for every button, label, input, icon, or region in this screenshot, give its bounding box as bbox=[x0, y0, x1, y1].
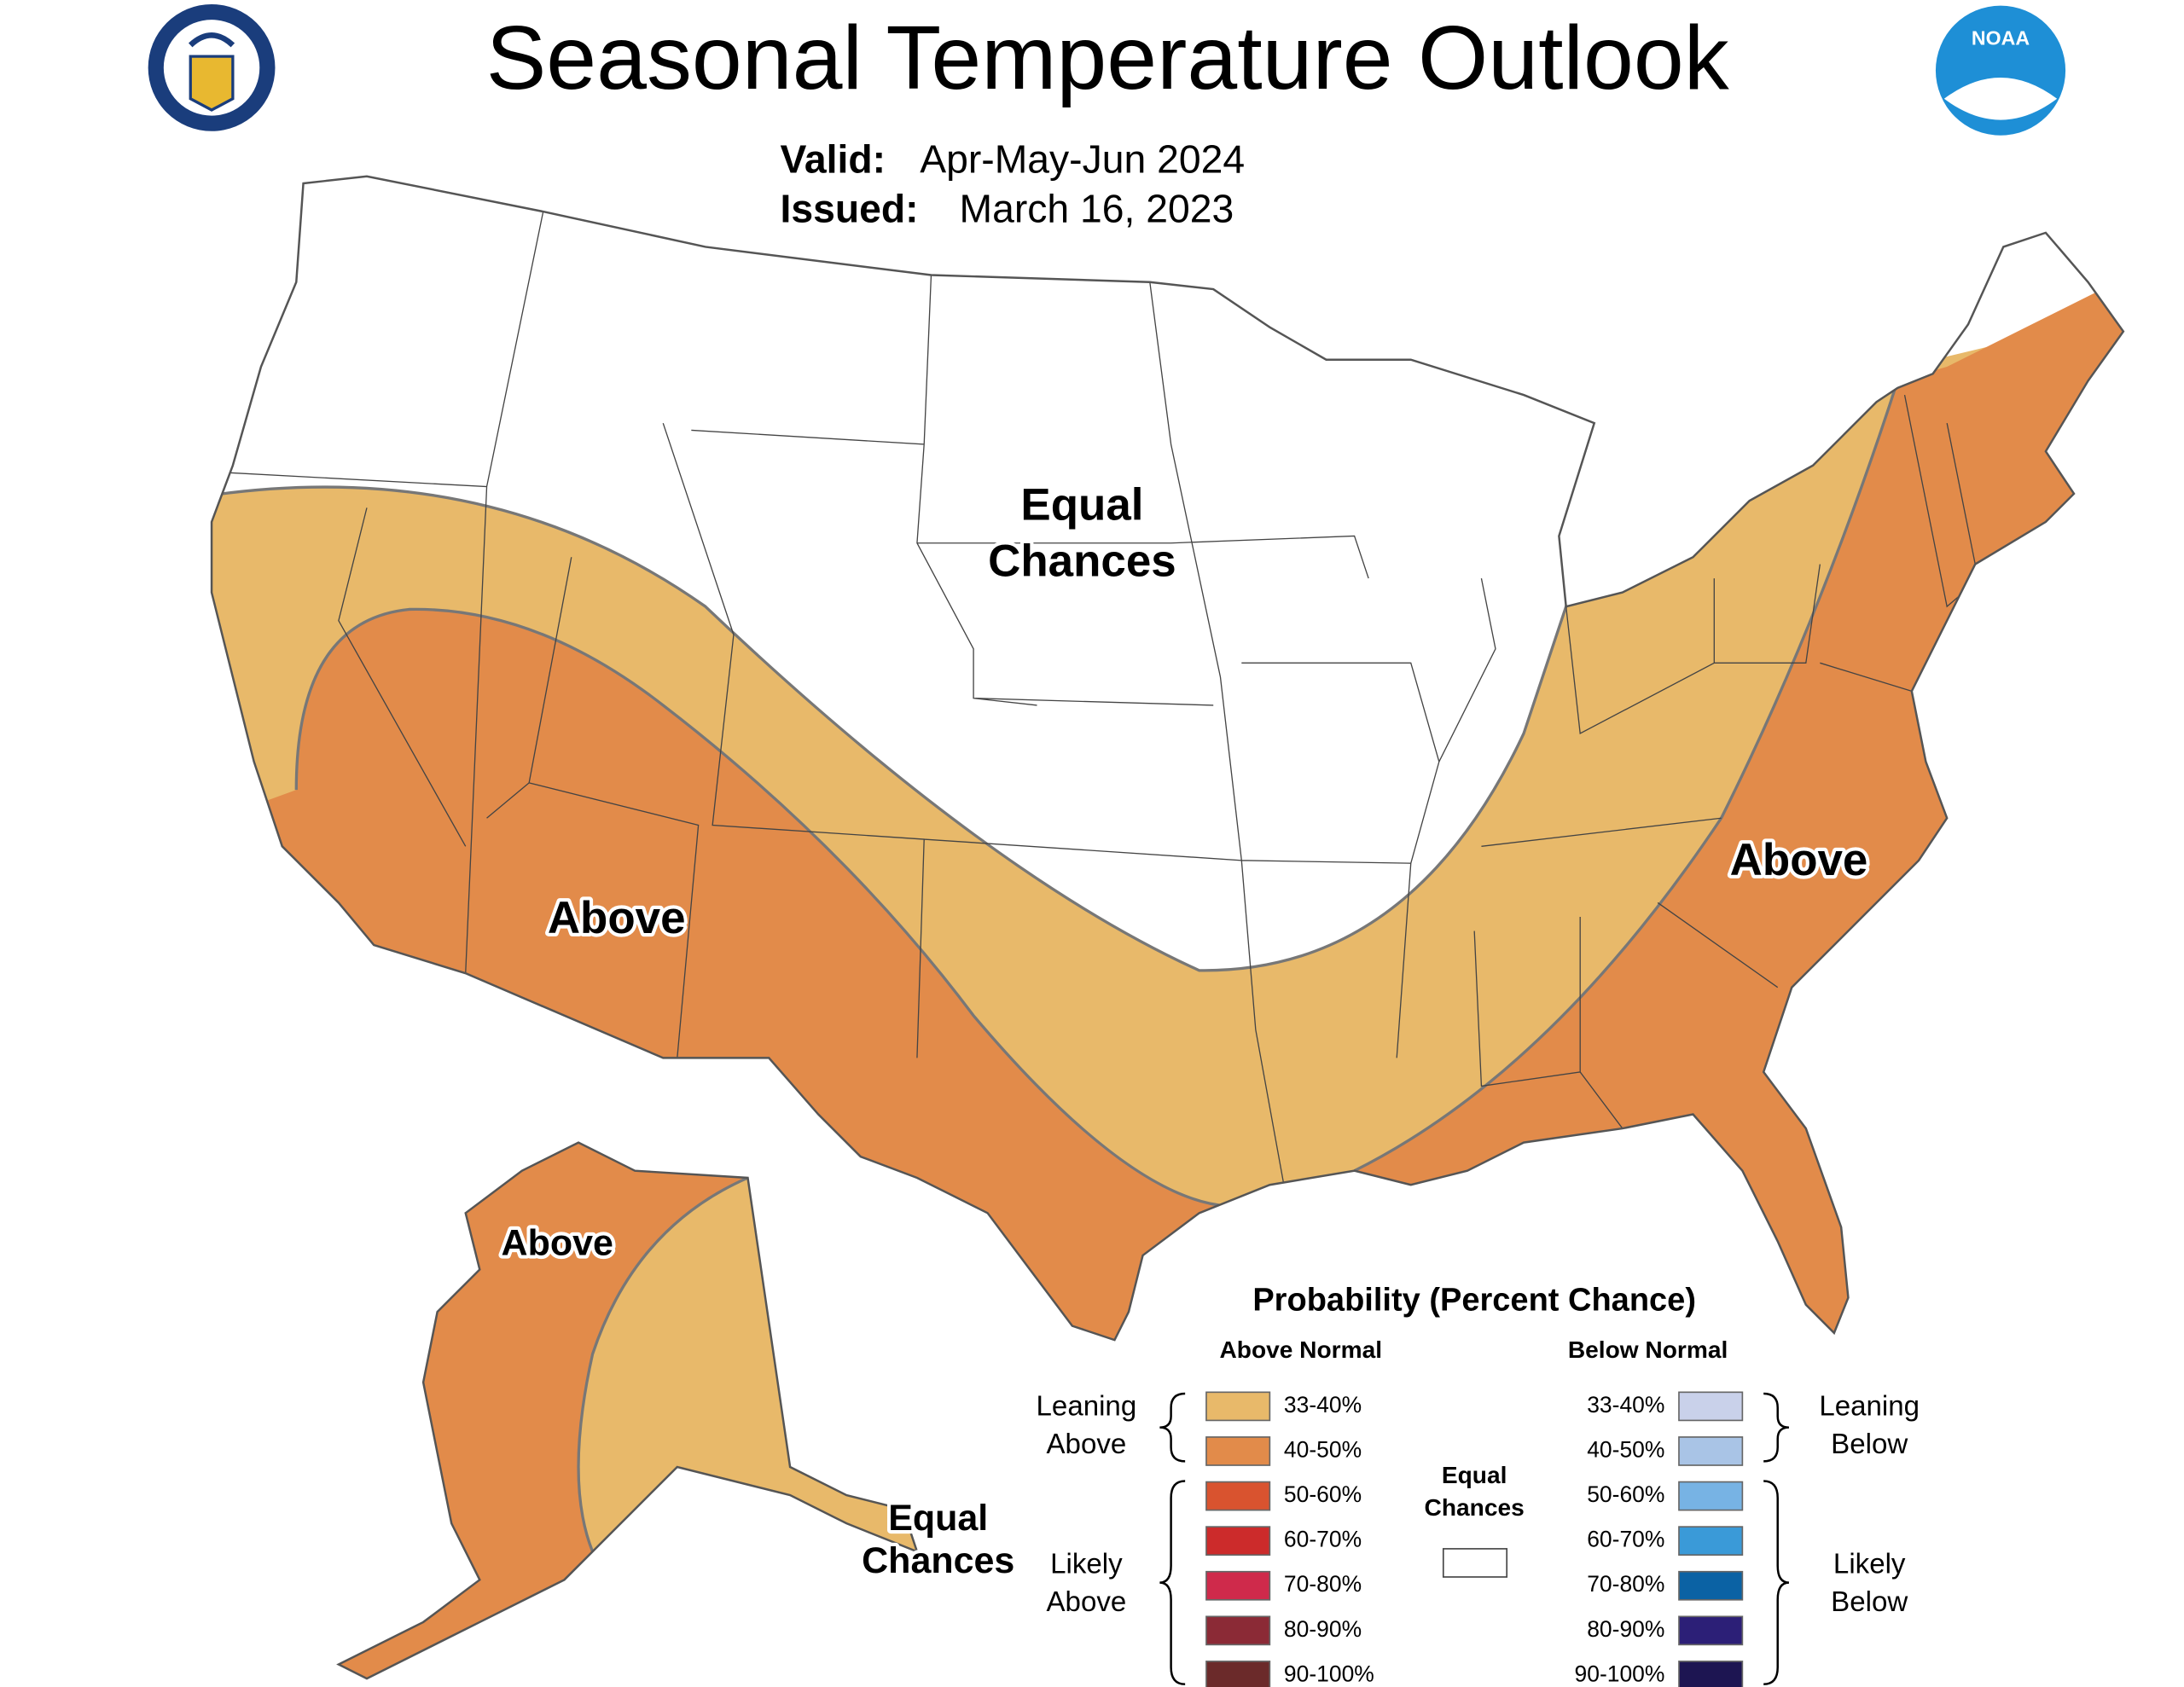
legend-group-label: Leaning bbox=[1819, 1390, 1920, 1422]
legend-label: 60-70% bbox=[1587, 1527, 1664, 1552]
legend-group-label: Leaning bbox=[1037, 1390, 1137, 1422]
legend-label: 50-60% bbox=[1284, 1481, 1362, 1507]
legend-label: 40-50% bbox=[1587, 1436, 1664, 1462]
issued-value: March 16, 2023 bbox=[960, 186, 1234, 230]
legend-header: Above Normal bbox=[1219, 1336, 1382, 1363]
contour bbox=[294, 607, 1228, 1208]
legend-group-label: Likely bbox=[1050, 1549, 1123, 1580]
legend-swatch bbox=[1678, 1526, 1744, 1557]
legend-label: 70-80% bbox=[1587, 1571, 1664, 1597]
legend-group-label: Above bbox=[1047, 1586, 1127, 1618]
issued-label: Issued: bbox=[781, 186, 919, 230]
legend-label: 40-50% bbox=[1284, 1436, 1362, 1462]
seal-eagle bbox=[189, 32, 235, 48]
legend-braces bbox=[1159, 1392, 1790, 1685]
valid-label: Valid: bbox=[781, 136, 886, 181]
legend-swatch bbox=[1205, 1481, 1271, 1511]
noaa-text: NOAA bbox=[1972, 26, 2030, 49]
legend-swatch bbox=[1205, 1570, 1271, 1601]
alaska-regions bbox=[338, 1142, 917, 1679]
legend-equal-label: Equal bbox=[1442, 1462, 1507, 1488]
valid-value: Apr-May-Jun 2024 bbox=[920, 136, 1245, 181]
legend-label: 33-40% bbox=[1587, 1392, 1664, 1417]
legend-label: 50-60% bbox=[1587, 1481, 1664, 1507]
legend-swatch bbox=[1678, 1661, 1744, 1687]
legend-label: 60-70% bbox=[1284, 1527, 1362, 1552]
seal-shield bbox=[189, 55, 235, 112]
legend-title: Probability (Percent Chance) bbox=[1252, 1283, 1696, 1319]
legend-label: 80-90% bbox=[1587, 1616, 1664, 1642]
region-label: Chances bbox=[988, 536, 1176, 587]
legend-swatch bbox=[1678, 1615, 1744, 1646]
legend-swatch bbox=[1678, 1391, 1744, 1422]
region-label: Equal bbox=[888, 1498, 988, 1539]
doc-seal bbox=[148, 3, 276, 131]
legend-group-label: Below bbox=[1831, 1586, 1908, 1618]
legend-group-label: Above bbox=[1047, 1429, 1127, 1460]
region-label: Equal bbox=[1020, 479, 1143, 530]
legend-swatch bbox=[1678, 1570, 1744, 1601]
legend-swatch bbox=[1205, 1436, 1271, 1466]
legend-label: 90-100% bbox=[1284, 1661, 1374, 1686]
legend-swatch bbox=[1442, 1548, 1508, 1578]
legend-header: Below Normal bbox=[1568, 1336, 1728, 1363]
legend-equal-label: Chances bbox=[1425, 1494, 1525, 1521]
legend-label: 70-80% bbox=[1284, 1571, 1362, 1597]
legend-group-label: Below bbox=[1831, 1429, 1908, 1460]
legend-swatch bbox=[1678, 1481, 1744, 1511]
region-label: Above bbox=[502, 1223, 613, 1264]
legend-label: 33-40% bbox=[1284, 1392, 1362, 1417]
region-label: Above bbox=[548, 893, 686, 943]
legend-group-label: Likely bbox=[1833, 1549, 1906, 1580]
region-label: Chances bbox=[862, 1540, 1014, 1581]
legend-label: 80-90% bbox=[1284, 1616, 1362, 1642]
legend-swatch bbox=[1205, 1391, 1271, 1422]
noaa-gull bbox=[1943, 77, 2058, 120]
noaa-logo: NOAA bbox=[1935, 5, 2066, 136]
region-label: Above bbox=[1730, 835, 1868, 885]
legend-swatch bbox=[1678, 1436, 1744, 1466]
state-lines bbox=[225, 211, 2047, 1186]
legend-swatch bbox=[1205, 1615, 1271, 1646]
legend-swatch bbox=[1205, 1661, 1271, 1687]
legend-label: 90-100% bbox=[1575, 1661, 1665, 1686]
title: Seasonal Temperature Outlook bbox=[486, 8, 1730, 108]
contour bbox=[577, 1176, 749, 1552]
legend-swatch bbox=[1205, 1526, 1271, 1557]
contour bbox=[212, 485, 1582, 972]
